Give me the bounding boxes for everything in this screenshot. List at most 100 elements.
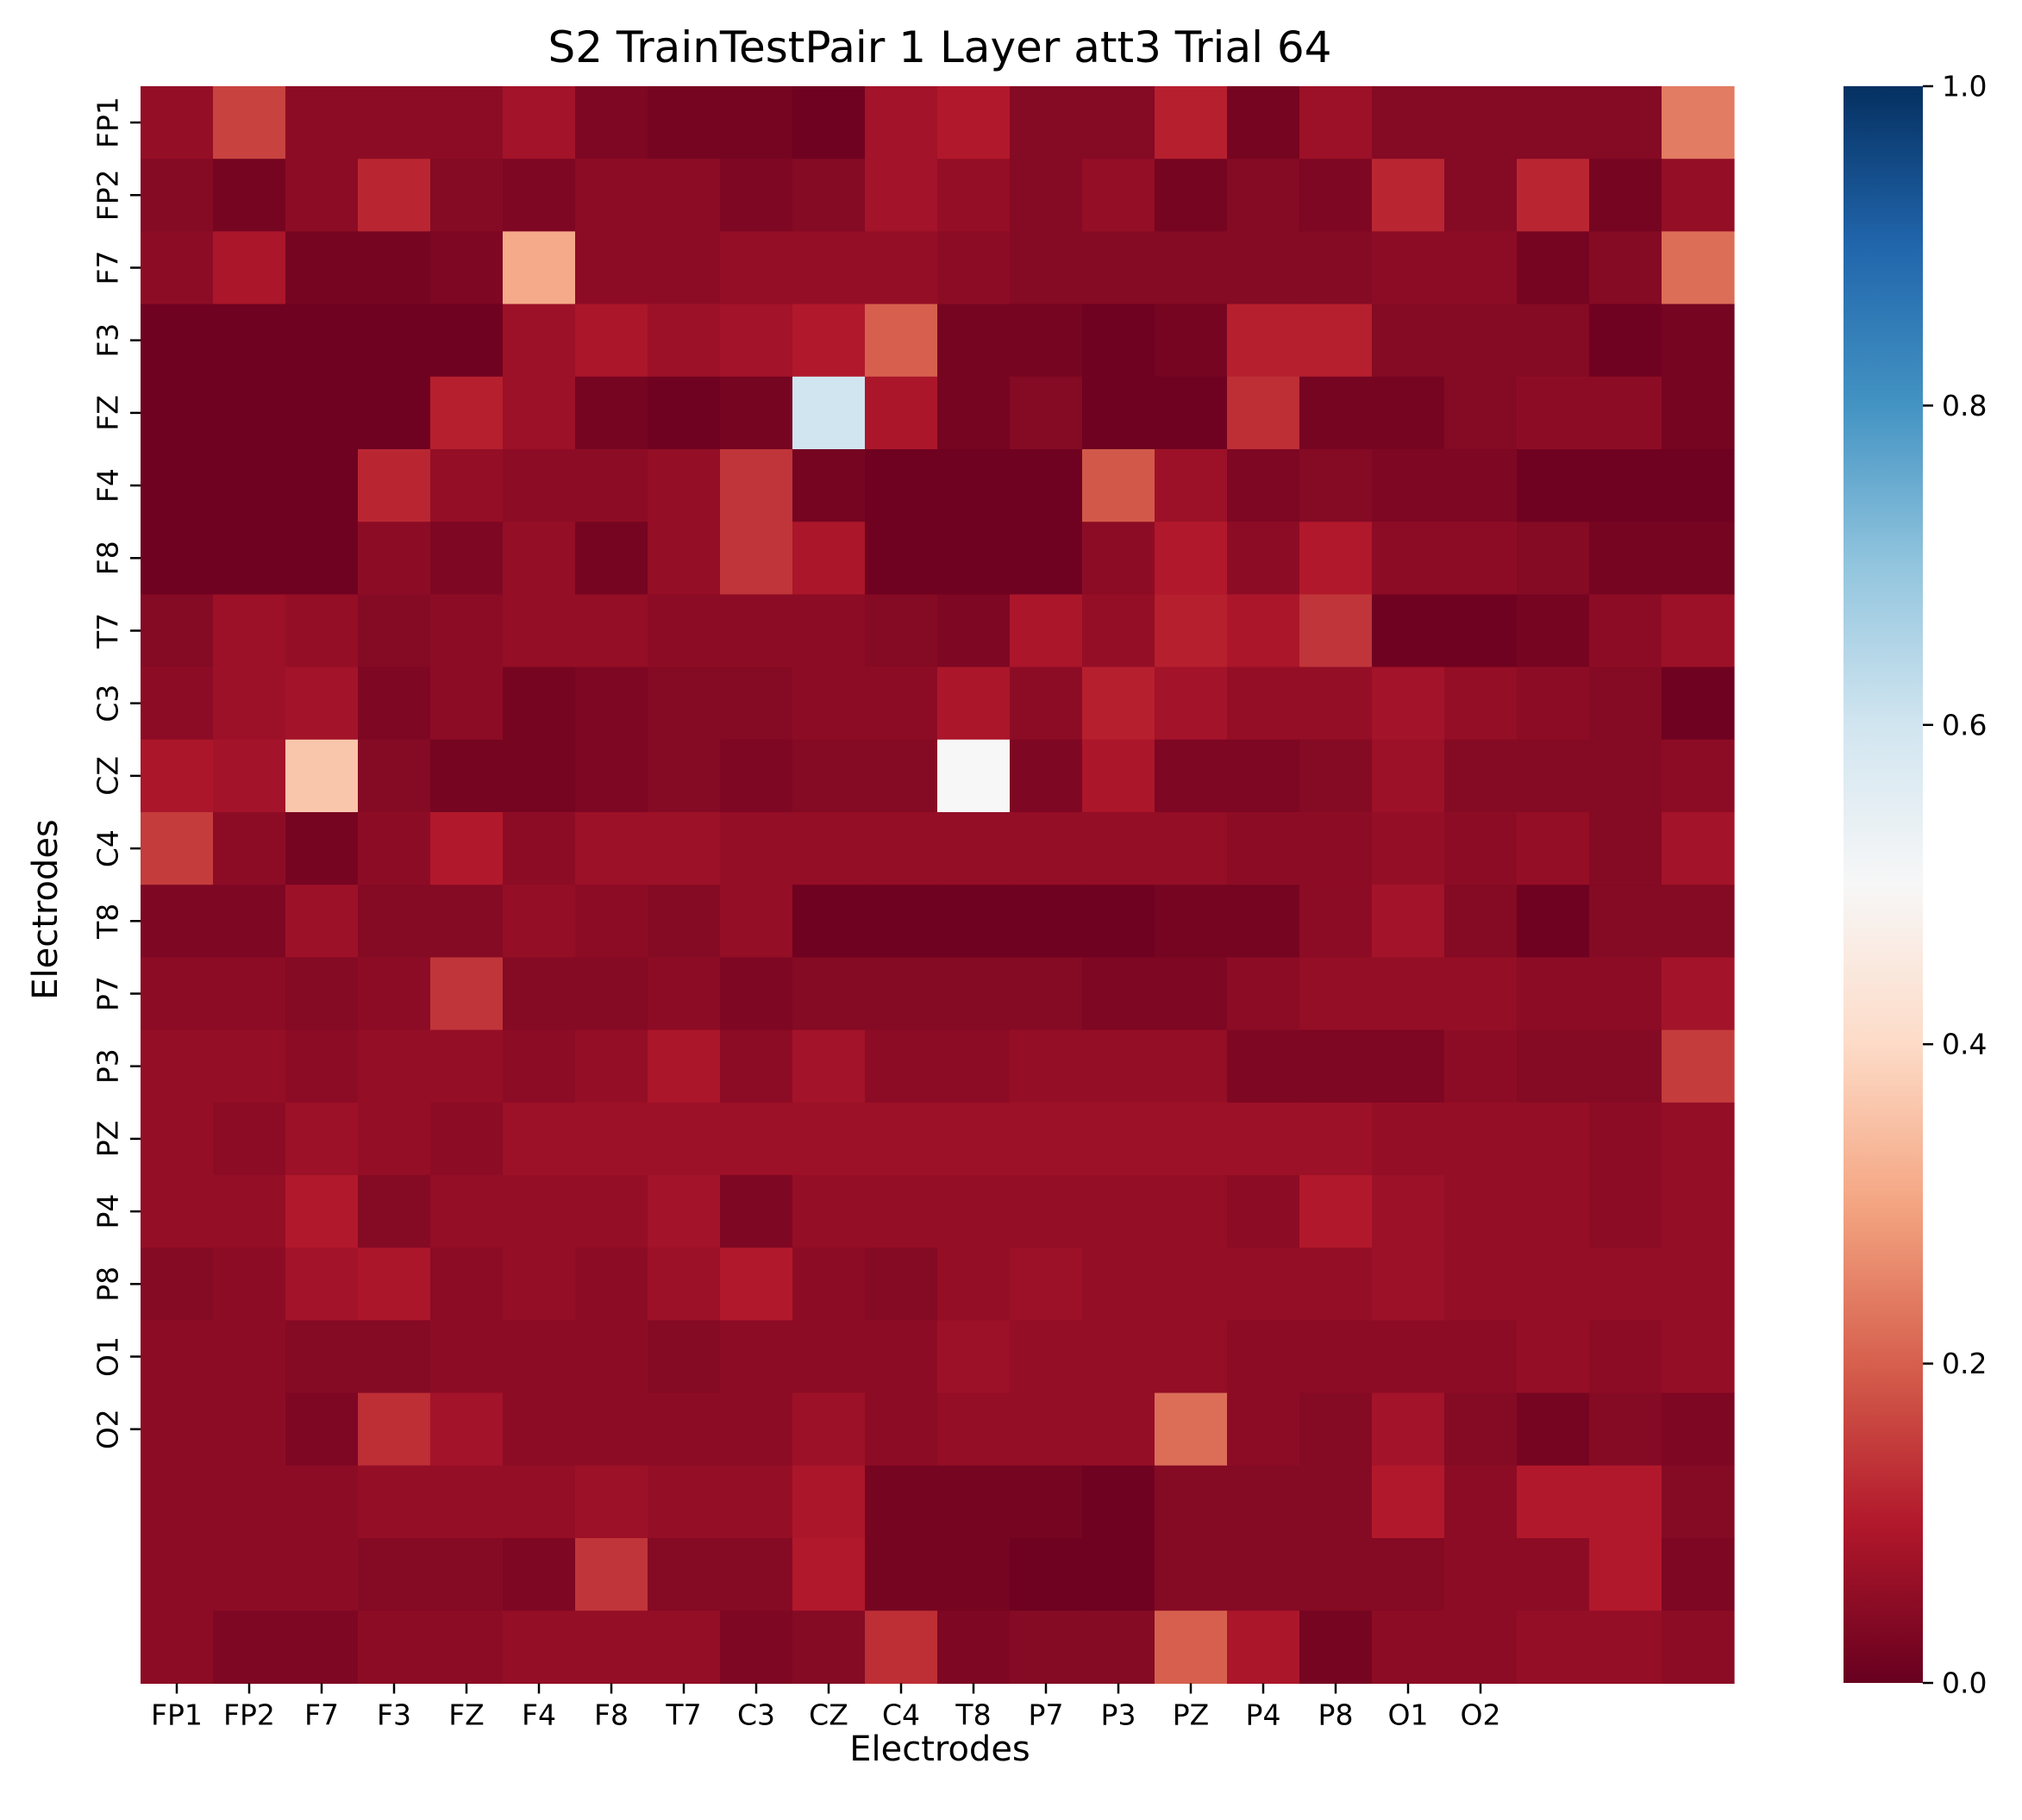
heatmap-cell bbox=[1589, 594, 1662, 668]
heatmap-cell bbox=[1589, 303, 1662, 378]
heatmap-cell bbox=[1299, 231, 1373, 305]
heatmap-cell bbox=[1082, 1538, 1155, 1611]
y-tick-label: F8 bbox=[91, 541, 125, 575]
heatmap-cell bbox=[141, 1248, 214, 1321]
heatmap-cell bbox=[1444, 1102, 1518, 1176]
heatmap-cell bbox=[285, 1102, 359, 1176]
heatmap-cell bbox=[1662, 1248, 1735, 1321]
heatmap-cell bbox=[1444, 1029, 1518, 1104]
x-tick-label: FZ bbox=[448, 1698, 485, 1731]
heatmap-cell bbox=[285, 1029, 359, 1104]
heatmap-cell bbox=[792, 159, 866, 232]
heatmap-cell bbox=[503, 1102, 576, 1176]
heatmap-cell bbox=[503, 1175, 576, 1248]
heatmap-cell bbox=[792, 86, 866, 159]
heatmap-cell bbox=[865, 1465, 938, 1539]
heatmap-cell bbox=[141, 666, 214, 741]
heatmap-cell bbox=[1010, 1538, 1083, 1611]
heatmap-cell bbox=[575, 1610, 648, 1684]
heatmap-cell bbox=[1010, 666, 1083, 741]
heatmap-cell bbox=[503, 957, 576, 1031]
colorbar-tick-label: 0.8 bbox=[1942, 389, 1987, 422]
heatmap-cell bbox=[865, 1175, 938, 1248]
heatmap-cell bbox=[358, 1029, 431, 1104]
heatmap-cell bbox=[1010, 86, 1083, 159]
heatmap-cell bbox=[1299, 739, 1373, 813]
heatmap-cell bbox=[865, 1392, 938, 1467]
heatmap-cell bbox=[865, 739, 938, 813]
heatmap-cell bbox=[575, 1175, 648, 1248]
heatmap-cell bbox=[213, 522, 286, 595]
heatmap-cell bbox=[1372, 1320, 1445, 1394]
heatmap-cell bbox=[1299, 1320, 1373, 1394]
heatmap-cell bbox=[648, 1029, 721, 1104]
heatmap-cell bbox=[1227, 303, 1300, 378]
heatmap-cell bbox=[1372, 1610, 1445, 1684]
y-tick-label: FP2 bbox=[91, 169, 125, 221]
heatmap-cell bbox=[792, 1320, 866, 1394]
heatmap-cell bbox=[1662, 86, 1735, 159]
x-tick-label: C3 bbox=[737, 1698, 775, 1731]
heatmap-cell bbox=[1010, 1610, 1083, 1684]
heatmap-cell bbox=[503, 1392, 576, 1467]
heatmap-cell bbox=[1444, 376, 1518, 450]
heatmap-cell bbox=[430, 957, 504, 1031]
heatmap-cell bbox=[358, 303, 431, 378]
heatmap-cells bbox=[141, 86, 1735, 1684]
heatmap-cell bbox=[141, 1392, 214, 1467]
heatmap-cell bbox=[1010, 885, 1083, 958]
heatmap-cell bbox=[141, 1465, 214, 1539]
heatmap-cell bbox=[213, 1538, 286, 1611]
heatmap-cell bbox=[648, 1392, 721, 1467]
heatmap-cell bbox=[1155, 1175, 1228, 1248]
heatmap-cell bbox=[937, 1392, 1011, 1467]
heatmap-cell bbox=[141, 812, 214, 885]
colorbar-ticks: 0.0 0.2 0.4 0.6 0.8 1.0 bbox=[1923, 70, 1987, 1700]
heatmap-cell bbox=[648, 1248, 721, 1321]
heatmap-cell bbox=[141, 1102, 214, 1176]
heatmap-cell bbox=[358, 957, 431, 1031]
heatmap-cell bbox=[792, 1538, 866, 1611]
heatmap-cell bbox=[648, 159, 721, 232]
heatmap-cell bbox=[1082, 1320, 1155, 1394]
heatmap-cell bbox=[1662, 376, 1735, 450]
heatmap-cell bbox=[1589, 449, 1662, 522]
heatmap-cell bbox=[792, 303, 866, 378]
heatmap-cell bbox=[937, 159, 1011, 232]
heatmap-cell bbox=[648, 1175, 721, 1248]
heatmap-cell bbox=[430, 1029, 504, 1104]
heatmap-cell bbox=[503, 812, 576, 885]
heatmap-cell bbox=[430, 594, 504, 668]
heatmap-cell bbox=[1299, 376, 1373, 450]
heatmap-cell bbox=[792, 1102, 866, 1176]
colorbar-tick-label: 1.0 bbox=[1942, 70, 1987, 103]
heatmap-cell bbox=[1517, 522, 1590, 595]
heatmap-cell bbox=[1662, 812, 1735, 885]
heatmap-cell bbox=[937, 957, 1011, 1031]
heatmap-cell bbox=[1299, 1248, 1373, 1321]
colorbar-tick-label: 0.4 bbox=[1942, 1028, 1987, 1061]
heatmap-cell bbox=[503, 449, 576, 522]
heatmap-cell bbox=[1372, 1538, 1445, 1611]
heatmap-cell bbox=[865, 812, 938, 885]
heatmap-cell bbox=[1517, 1610, 1590, 1684]
heatmap-cell bbox=[213, 1392, 286, 1467]
heatmap-cell bbox=[213, 376, 286, 450]
heatmap-cell bbox=[1155, 812, 1228, 885]
heatmap-cell bbox=[1010, 739, 1083, 813]
heatmap-cell bbox=[1010, 1175, 1083, 1248]
heatmap-cell bbox=[865, 303, 938, 378]
heatmap-cell bbox=[1372, 1465, 1445, 1539]
heatmap-cell bbox=[1372, 1029, 1445, 1104]
heatmap-cell bbox=[1372, 1392, 1445, 1467]
x-tick-label: P4 bbox=[1246, 1698, 1281, 1731]
heatmap-cell bbox=[1444, 303, 1518, 378]
x-tick-label: C4 bbox=[882, 1698, 920, 1731]
heatmap-cell bbox=[720, 1538, 793, 1611]
heatmap-cell bbox=[1589, 1320, 1662, 1394]
heatmap-cell bbox=[358, 159, 431, 232]
y-tick-label: T8 bbox=[91, 904, 125, 940]
heatmap-cell bbox=[358, 739, 431, 813]
heatmap-cell bbox=[1227, 739, 1300, 813]
heatmap-cell bbox=[141, 594, 214, 668]
